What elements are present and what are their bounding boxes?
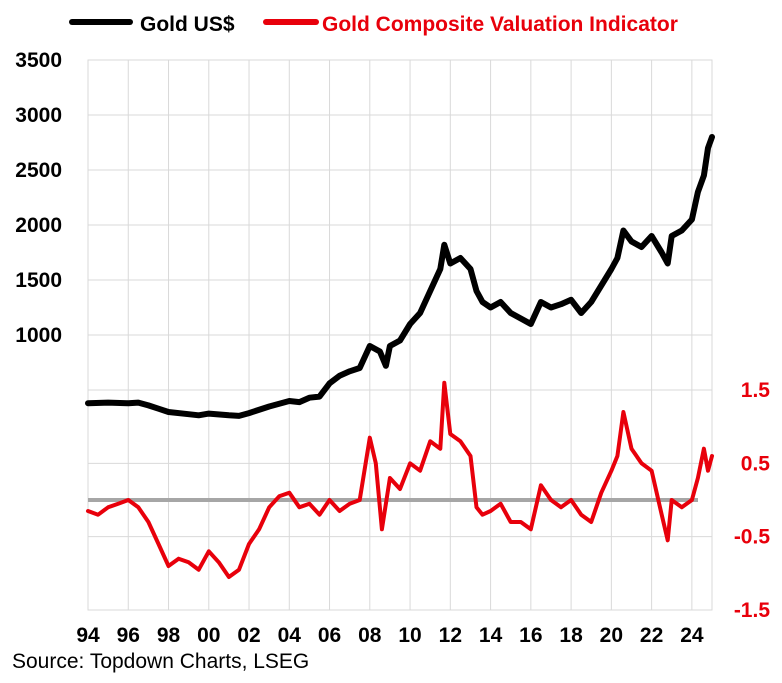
source-note: Source: Topdown Charts, LSEG (12, 650, 310, 673)
y-left-tick-label: 3000 (15, 104, 62, 127)
x-tick-label: 08 (358, 624, 382, 647)
y-left-tick-label: 2500 (15, 159, 62, 182)
y-left-tick-label: 1000 (15, 324, 62, 347)
y-left-tick-label: 3500 (15, 49, 62, 72)
x-tick-label: 96 (117, 624, 140, 647)
y-left-tick-label: 2000 (15, 214, 62, 237)
x-tick-label: 12 (439, 624, 462, 647)
y-right-tick-label: 0.5 (741, 452, 771, 475)
legend-label-gold: Gold US$ (140, 13, 235, 36)
x-tick-label: 14 (479, 624, 503, 647)
plot-frame (87, 59, 713, 611)
x-tick-label: 10 (398, 624, 421, 647)
x-tick-label: 18 (559, 624, 583, 647)
x-tick-label: 22 (640, 624, 663, 647)
y-right-tick-label: 1.5 (741, 379, 771, 402)
x-tick-label: 00 (197, 624, 220, 647)
x-tick-label: 16 (519, 624, 542, 647)
legend: Gold US$ Gold Composite Valuation Indica… (69, 13, 678, 36)
x-tick-label: 20 (600, 624, 623, 647)
y-right-tick-label: -0.5 (734, 526, 771, 549)
x-tick-label: 94 (76, 624, 100, 647)
x-tick-label: 02 (237, 624, 260, 647)
y-left-tick-label: 1500 (15, 269, 62, 292)
y-right-tick-label: -1.5 (734, 599, 771, 622)
grid (87, 59, 713, 611)
series-line-gold (85, 134, 715, 419)
tick-labels: 94 96 98 00 02 04 06 08 10 12 14 16 18 20 22 24 1000 1500… (15, 49, 770, 647)
series-line-indicator (86, 380, 714, 579)
legend-label-indicator: Gold Composite Valuation Indicator (322, 13, 678, 36)
x-tick-label: 06 (318, 624, 341, 647)
x-tick-label: 04 (278, 624, 302, 647)
series-lines (85, 134, 715, 579)
x-tick-label: 24 (680, 624, 704, 647)
x-tick-label: 98 (157, 624, 181, 647)
